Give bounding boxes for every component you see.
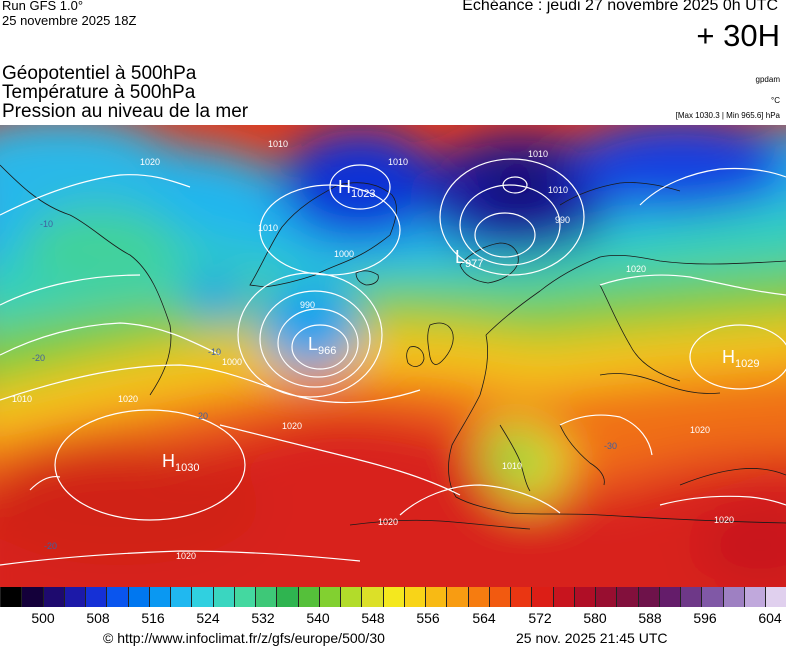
- isobar-label: 1010: [502, 461, 522, 471]
- credit-link[interactable]: © http://www.infoclimat.fr/z/gfs/europe/…: [103, 630, 385, 646]
- scale-swatch: [42, 587, 64, 607]
- scale-swatch: [765, 587, 786, 607]
- scale-swatch: [106, 587, 128, 607]
- scale-swatch: [191, 587, 213, 607]
- temperature-label: 20: [198, 411, 208, 421]
- scale-tick-label: 540: [306, 610, 330, 626]
- isobars: [0, 158, 786, 566]
- unit-temperature: °C: [771, 96, 780, 105]
- forecast-offset: + 30H: [696, 18, 780, 53]
- isobar-label: 1020: [118, 394, 138, 404]
- scale-swatch: [722, 587, 744, 607]
- temperature-label: -30: [604, 441, 617, 451]
- run-label: Run GFS 1.0°: [2, 0, 84, 13]
- scale-swatch: [680, 587, 702, 607]
- scale-swatch: [637, 587, 659, 607]
- isobar-label: 1010: [12, 394, 32, 404]
- temperature-label: -10: [208, 347, 221, 357]
- temperature-label: -10: [40, 219, 53, 229]
- scale-swatch: [531, 587, 553, 607]
- scale-tick-label: 516: [141, 610, 165, 626]
- isobar-label: 1010: [548, 185, 568, 195]
- weather-map: 1020 1010 1010 1000 990 1010 1010 1010 1000 990 10…: [0, 125, 786, 587]
- scale-swatch: [595, 587, 617, 607]
- geopotential-field: [0, 125, 786, 587]
- scale-swatch: [361, 587, 383, 607]
- scale-tick-label: 500: [31, 610, 55, 626]
- variable-pressure: Pression au niveau de la mer: [2, 101, 249, 122]
- scale-swatch: [21, 587, 43, 607]
- variable-geopotential: Géopotentiel à 500hPa: [2, 63, 197, 84]
- scale-tick-label: 508: [86, 610, 110, 626]
- isobar-label: 1000: [334, 249, 354, 259]
- scale-swatch: [212, 587, 234, 607]
- isobar-label: 1010: [528, 149, 548, 159]
- scale-ticks: 500 508 516 524 532 540 548 556 564 572 580 588 596 6…: [0, 610, 786, 628]
- scale-swatch: [85, 587, 107, 607]
- scale-swatch: [255, 587, 277, 607]
- color-scale: [0, 587, 786, 607]
- scale-swatch: [446, 587, 468, 607]
- scale-tick-label: 556: [416, 610, 440, 626]
- scale-swatch: [0, 587, 22, 607]
- isobar-label: 1020: [140, 157, 160, 167]
- scale-swatch: [148, 587, 170, 607]
- scale-swatch: [63, 587, 85, 607]
- scale-tick-label: 572: [528, 610, 552, 626]
- scale-swatch: [318, 587, 340, 607]
- scale-swatch: [552, 587, 574, 607]
- scale-tick-label: 580: [583, 610, 607, 626]
- temperature-label: -20: [44, 541, 57, 551]
- scale-swatch: [425, 587, 447, 607]
- isobar-label: 1010: [258, 223, 278, 233]
- scale-tick-label: 548: [361, 610, 385, 626]
- isobar-labels: 1020 1010 1010 1000 990 1010 1010 1010 1000 990 10…: [12, 139, 734, 561]
- scale-swatch: [233, 587, 255, 607]
- isobar-label: 1010: [268, 139, 288, 149]
- scale-tick-label: 564: [472, 610, 496, 626]
- isobar-label: 990: [300, 300, 315, 310]
- scale-swatch: [510, 587, 532, 607]
- scale-swatch: [297, 587, 319, 607]
- isobar-label: 1020: [690, 425, 710, 435]
- scale-tick-label: 588: [638, 610, 662, 626]
- scale-tick-label: 604: [758, 610, 782, 626]
- isobar-label: 990: [555, 215, 570, 225]
- generated-timestamp: 25 nov. 2025 21:45 UTC: [516, 630, 668, 646]
- scale-swatch: [573, 587, 595, 607]
- scale-swatch: [616, 587, 638, 607]
- isobar-label: 1000: [222, 357, 242, 367]
- scale-swatch: [701, 587, 723, 607]
- valid-time: Echéance : jeudi 27 novembre 2025 0h UTC: [462, 0, 778, 14]
- scale-swatch: [170, 587, 192, 607]
- scale-tick-label: 524: [196, 610, 220, 626]
- scale-swatch: [276, 587, 298, 607]
- isobar-label: 1020: [176, 551, 196, 561]
- scale-tick-label: 532: [251, 610, 275, 626]
- scale-swatch: [658, 587, 680, 607]
- unit-geopotential: gpdam: [755, 75, 780, 84]
- isobar-label: 1010: [388, 157, 408, 167]
- scale-swatch: [467, 587, 489, 607]
- scale-tick-label: 596: [693, 610, 717, 626]
- variable-temperature: Température à 500hPa: [2, 82, 196, 103]
- scale-swatch: [382, 587, 404, 607]
- isobar-label: 1020: [626, 264, 646, 274]
- isobar-label: 1020: [282, 421, 302, 431]
- map-svg: 1020 1010 1010 1000 990 1010 1010 1010 1000 990 10…: [0, 125, 786, 587]
- scale-swatch: [127, 587, 149, 607]
- coastlines: [0, 164, 786, 530]
- scale-swatch: [488, 587, 510, 607]
- scale-swatch: [743, 587, 765, 607]
- temperature-label: -20: [32, 353, 45, 363]
- scale-swatch: [340, 587, 362, 607]
- isobar-label: 1020: [378, 517, 398, 527]
- isobar-label: 1020: [714, 515, 734, 525]
- run-date: 25 novembre 2025 18Z: [2, 13, 137, 28]
- unit-pressure-range: [Max 1030.3 | Min 965.6] hPa: [675, 111, 780, 120]
- scale-swatch: [403, 587, 425, 607]
